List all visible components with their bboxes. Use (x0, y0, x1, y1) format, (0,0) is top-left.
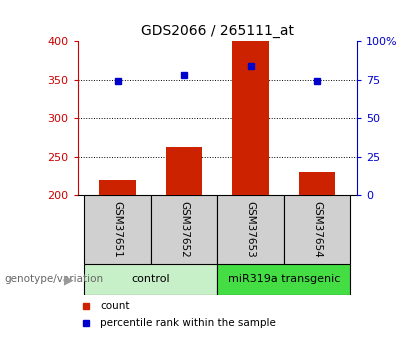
Bar (299, 172, 336, 195)
Text: percentile rank within the sample: percentile rank within the sample (100, 318, 276, 328)
Bar (84, 195, 151, 264)
Bar (84, 264, 218, 295)
Text: GSM37651: GSM37651 (113, 201, 123, 258)
Text: GSM37652: GSM37652 (179, 201, 189, 258)
Bar (284, 195, 350, 264)
Text: genotype/variation: genotype/variation (4, 275, 103, 284)
Bar (166, 147, 202, 195)
Title: GDS2066 / 265111_at: GDS2066 / 265111_at (141, 23, 294, 38)
Text: GSM37654: GSM37654 (312, 201, 322, 258)
Bar (218, 195, 284, 264)
Text: ▶: ▶ (64, 273, 74, 286)
Bar (151, 195, 218, 264)
Text: GSM37653: GSM37653 (246, 201, 256, 258)
Bar (218, 264, 350, 295)
Text: count: count (100, 302, 129, 311)
Text: miR319a transgenic: miR319a transgenic (228, 275, 340, 284)
Text: control: control (131, 275, 170, 284)
Bar (99, 180, 136, 195)
Bar (232, 41, 269, 195)
